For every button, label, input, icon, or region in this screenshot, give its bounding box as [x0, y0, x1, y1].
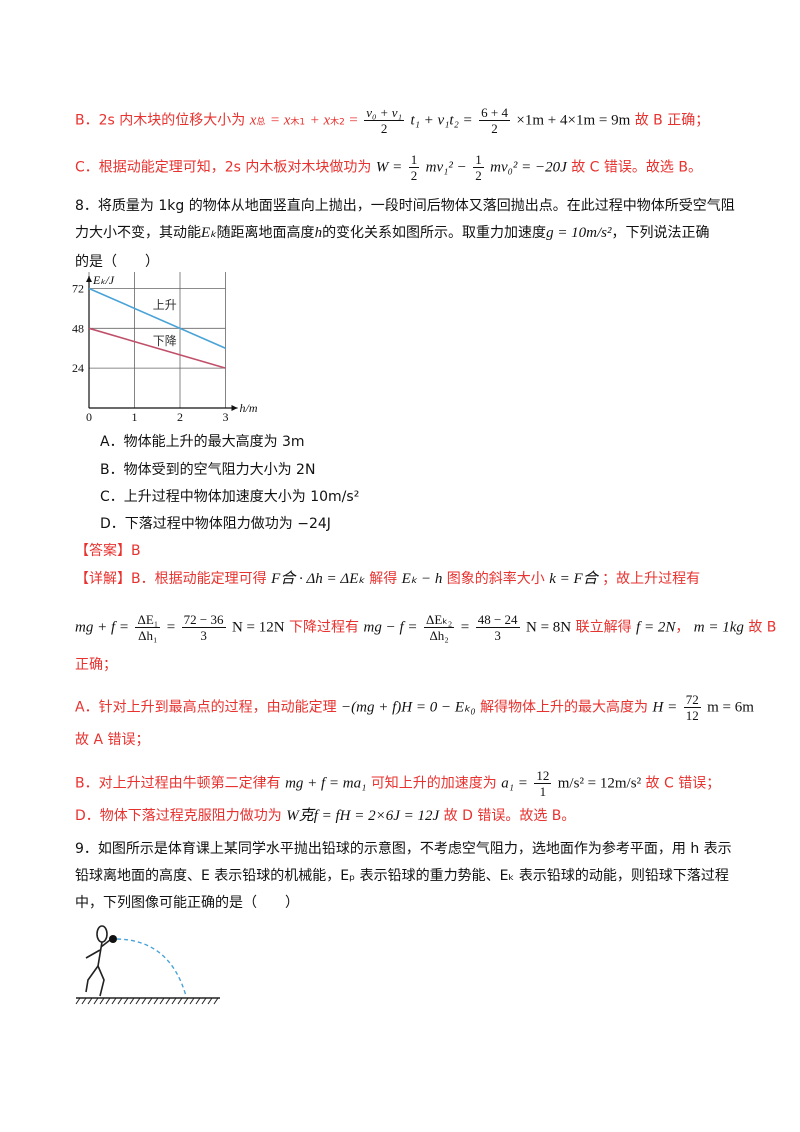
series-line-0	[88, 287, 226, 349]
x-tick-label: 1	[132, 410, 138, 422]
head	[96, 925, 108, 943]
q8-option-c: C．上升过程中物体加速度大小为 10m/s²	[100, 489, 360, 505]
x-tick-label: 0	[86, 410, 92, 422]
detail-line3: 正确；	[75, 657, 117, 673]
fraction: 12 1	[534, 768, 552, 799]
q8-line2: 力大小不变，其动能Eₖ随距离地面高度h的变化关系如图所示。取重力加速度g = 1…	[75, 225, 710, 241]
back-arm	[85, 949, 101, 959]
trajectory	[116, 938, 187, 997]
y-axis-label: Eₖ/J	[92, 273, 115, 287]
x-axis-arrow	[231, 405, 238, 411]
shot-put-illustration	[75, 925, 220, 1005]
y-tick-label: 72	[72, 281, 84, 295]
detail-line1: 【详解】B．根据动能定理可得 F合 · Δh = ΔEₖ 解得 Eₖ − h 图…	[75, 571, 701, 587]
body	[97, 941, 103, 967]
y-tick-label: 24	[72, 361, 84, 375]
series-label-0: 上升	[153, 298, 177, 312]
shot-ball	[109, 935, 117, 943]
series-label-1: 下降	[153, 334, 177, 348]
leg-back	[85, 965, 99, 993]
detail-line2: mg + f = ΔE₁ Δh₁ = 72 − 36 3 N = 12N 下降过程有…	[75, 612, 777, 643]
leg-front	[97, 965, 105, 997]
q8-option-a: A．物体能上升的最大高度为 3m	[100, 434, 305, 450]
x-tick-label: 3	[223, 410, 229, 422]
y-tick-label: 48	[72, 321, 84, 335]
q8-line1: 8．将质量为 1kg 的物体从地面竖直向上抛出，一段时间后物体又落回抛出点。在此…	[75, 198, 735, 214]
fraction: ΔEₖ₂ Δh₂	[423, 612, 455, 643]
answer-label: 【答案】B	[75, 543, 141, 559]
x-tick-label: 2	[177, 410, 183, 422]
q8-line3: 的是（ ）	[75, 254, 159, 270]
fraction: v₀ + v₁ 2	[364, 105, 405, 136]
arm	[100, 939, 111, 948]
q8-option-b: B．物体受到的空气阻力大小为 2N	[100, 462, 316, 478]
fraction: ΔE₁ Δh₁	[135, 612, 161, 643]
fraction: 72 12	[683, 692, 701, 723]
detail-line7: D．物体下落过程克服阻力做功为 W克f = fH = 2×6J = 12J 故 …	[75, 808, 576, 824]
solution-b-line: B．2s 内木块的位移大小为 x总 = x木1 + x木2 = v₀ + v₁ 2…	[75, 105, 710, 136]
series-line-1	[88, 327, 226, 369]
q9-line3: 中，下列图像可能正确的是（ ）	[75, 895, 299, 911]
x-axis-label: h/m	[240, 401, 258, 415]
q8-option-d: D．下落过程中物体阻力做功为 −24J	[100, 516, 331, 532]
q9-line1: 9．如图所示是体育课上某同学水平抛出铅球的示意图，不考虑空气阻力，选地面作为参考…	[75, 841, 732, 857]
q9-line2: 铅球离地面的高度、E 表示铅球的机械能，Eₚ 表示铅球的重力势能、Eₖ 表示铅球…	[75, 868, 729, 884]
detail-line5: 故 A 错误；	[75, 732, 150, 748]
detail-line6: B．对上升过程由牛顿第二定律有 mg + f = ma₁ 可知上升的加速度为 a…	[75, 768, 721, 799]
y-axis-arrow	[86, 276, 92, 282]
detail-line4: A．针对上升到最高点的过程，由动能定理 −(mg + f)H = 0 − Eₖ₀…	[75, 692, 754, 723]
fraction: 72 − 36 3	[181, 612, 226, 643]
fraction: 48 − 24 3	[475, 612, 520, 643]
